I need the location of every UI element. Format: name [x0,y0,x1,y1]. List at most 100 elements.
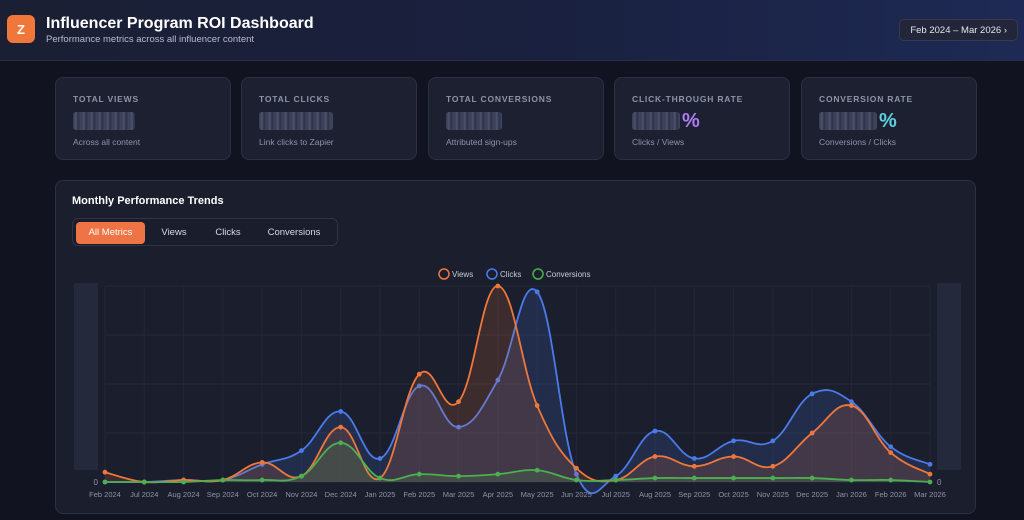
x-tick-label: May 2025 [521,490,554,499]
conversions-data-point [534,467,540,473]
views-data-point [574,465,579,471]
conversions-data-point [102,479,108,485]
left-axis-tick-label: 0 [94,478,99,487]
views-data-point [456,399,461,405]
conversions-data-point [927,479,933,485]
views-series-area [105,285,930,483]
chart-panel: Monthly Performance Trends All Metrics V… [55,180,976,514]
x-tick-label: Apr 2025 [483,490,513,499]
conversions-data-point [181,479,186,485]
views-data-point [102,469,108,475]
conversions-data-point [574,477,579,483]
kpi-card-total-clicks: TOTAL CLICKS Link clicks to Zapier [241,77,417,160]
clicks-data-point [927,461,933,467]
page-title: Influencer Program ROI Dashboard [46,15,314,32]
conversions-data-point [731,475,736,481]
legend-marker-clicks [486,268,498,280]
views-data-point [731,454,736,459]
conversions-data-point [495,471,501,477]
x-tick-label: Dec 2025 [796,490,828,499]
tab-all-metrics[interactable]: All Metrics [76,222,145,244]
clicks-data-point [652,428,658,434]
conversions-data-point [809,475,815,481]
x-tick-label: Feb 2024 [89,490,121,499]
views-data-point [809,430,815,436]
views-data-point [770,463,776,469]
x-tick-label: Oct 2024 [247,490,277,499]
conversions-data-point [220,477,226,483]
clicks-data-point [456,424,461,430]
conversions-data-point [888,477,894,483]
conversions-data-point [299,473,304,479]
page-subtitle: Performance metrics across all influence… [46,34,255,45]
x-tick-label: Jun 2025 [561,490,592,499]
header: Z Influencer Program ROI Dashboard Perfo… [0,0,1024,61]
tab-views[interactable]: Views [161,227,187,238]
conversions-data-point [849,477,854,483]
views-data-point [927,471,933,477]
clicks-data-point [377,456,383,461]
x-tick-label: Sep 2025 [678,490,710,499]
views-data-point [416,371,422,377]
kpi-card-total-conversions: TOTAL CONVERSIONS Attributed sign-ups [428,77,604,160]
left-axis-labels-obscured [74,283,98,470]
clicks-data-point [849,399,854,405]
clicks-data-point [338,409,344,414]
kpi-sub: Link clicks to Zapier [259,137,334,147]
conversions-series-area [105,442,930,483]
legend-label-views: Views [452,270,473,279]
views-data-point [691,463,697,469]
views-data-point [495,283,501,289]
x-tick-label: Oct 2025 [718,490,748,499]
clicks-data-point [809,391,815,397]
x-tick-label: Jan 2025 [365,490,396,499]
kpi-label: CLICK-THROUGH RATE [632,94,744,104]
legend-marker-views [438,268,450,280]
clicks-data-point [731,438,736,444]
kpi-value [446,110,502,132]
kpi-sub: Attributed sign-ups [446,137,517,147]
tab-conversions[interactable]: Conversions [267,227,321,238]
x-tick-label: Jan 2026 [836,490,867,499]
chart-panel-title: Monthly Performance Trends [72,195,224,207]
x-tick-label: Nov 2025 [757,490,789,499]
kpi-label: TOTAL CLICKS [259,94,330,104]
kpi-sub: Clicks / Views [632,137,685,147]
kpi-unit: % [682,109,700,132]
x-tick-label: Jul 2025 [602,490,630,499]
app-logo: Z [7,15,35,43]
conversions-data-point [141,479,147,485]
views-data-point [849,403,854,408]
kpi-card-click-through-rate: CLICK-THROUGH RATE % Clicks / Views [614,77,790,160]
x-tick-label: Feb 2025 [403,490,435,499]
legend-label-clicks: Clicks [500,270,521,279]
kpi-label: TOTAL CONVERSIONS [446,94,553,104]
legend-marker-conversions [532,268,544,280]
kpi-value [73,110,135,132]
kpi-label: TOTAL VIEWS [73,94,139,104]
x-tick-label: Mar 2026 [914,490,946,499]
kpi-value: % [819,110,897,132]
conversions-data-point [338,440,344,446]
right-axis-labels-obscured [937,283,961,470]
conversions-data-point [691,475,697,481]
clicks-data-point [534,289,540,295]
conversions-data-point [770,475,776,481]
x-tick-label: Feb 2026 [875,490,907,499]
x-tick-label: Nov 2024 [285,490,317,499]
date-range-button[interactable]: Feb 2024 – Mar 2026 › [899,19,1018,41]
metric-tabs: All Metrics Views Clicks Conversions [72,218,338,246]
clicks-data-point [574,471,579,477]
clicks-data-point [495,377,501,383]
clicks-data-point [416,383,422,389]
conversions-data-point [377,475,383,481]
clicks-data-point [299,448,304,454]
tab-clicks[interactable]: Clicks [215,227,241,238]
conversions-series-line [105,441,931,484]
views-data-point [534,403,540,408]
clicks-series-area [105,289,930,494]
conversions-data-point [259,477,265,483]
clicks-data-point [691,456,697,461]
kpi-label: CONVERSION RATE [819,94,914,104]
